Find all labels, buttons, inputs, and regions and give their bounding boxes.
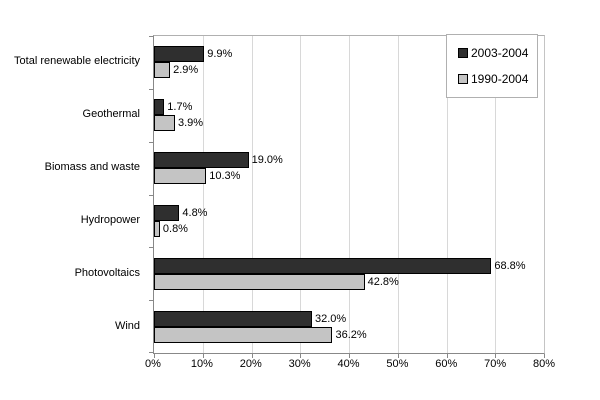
x-axis-tick bbox=[251, 354, 253, 358]
bar-value-label: 36.2% bbox=[335, 328, 367, 341]
category-label: Photovoltaics bbox=[74, 266, 140, 279]
category-label: Biomass and waste bbox=[44, 161, 140, 174]
bar-2003-2004 bbox=[154, 204, 180, 221]
x-axis-tick bbox=[300, 354, 302, 358]
bar-2003-2004 bbox=[154, 310, 312, 327]
gridline bbox=[397, 36, 399, 353]
legend-label: 2003-2004 bbox=[471, 46, 529, 61]
bar-line: 0.8% bbox=[154, 220, 544, 237]
x-axis-tick bbox=[397, 354, 399, 358]
bar-value-label: 4.8% bbox=[182, 206, 208, 219]
bar-2003-2004 bbox=[154, 152, 249, 169]
legend-swatch-icon bbox=[458, 48, 468, 59]
bar-1990-2004 bbox=[154, 220, 160, 237]
bar-line: 2.9% bbox=[154, 62, 544, 79]
x-axis-label: 30% bbox=[288, 358, 311, 370]
bar-2003-2004 bbox=[154, 99, 165, 116]
bar-line: 9.9% bbox=[154, 46, 544, 63]
y-axis-tick bbox=[149, 194, 154, 196]
bar-line: 3.9% bbox=[154, 115, 544, 132]
bar-1990-2004 bbox=[154, 62, 171, 79]
bar-line: 36.2% bbox=[154, 326, 544, 343]
category-row: 1.7% 3.9% bbox=[154, 89, 544, 142]
bar-value-label: 68.8% bbox=[494, 259, 526, 272]
y-axis-tick bbox=[149, 352, 154, 353]
category-row: 32.0% 36.2% bbox=[154, 300, 544, 353]
category-row: 9.9% 2.9% bbox=[154, 36, 544, 89]
x-axis-label: 80% bbox=[532, 358, 556, 370]
x-axis-label: 20% bbox=[239, 358, 262, 370]
x-axis-label: 0% bbox=[145, 358, 161, 370]
bar-line: 68.8% bbox=[154, 257, 544, 274]
x-axis-tick bbox=[495, 354, 497, 358]
x-axis-tick bbox=[202, 354, 204, 358]
bar-value-label: 9.9% bbox=[207, 48, 233, 61]
bar-1990-2004 bbox=[154, 168, 207, 185]
category-row: 19.0% 10.3% bbox=[154, 142, 544, 195]
legend: 2003-2004 1990-2004 bbox=[446, 34, 538, 98]
y-axis-tick bbox=[149, 36, 154, 37]
bar-2003-2004 bbox=[154, 257, 492, 274]
bar-value-label: 1.7% bbox=[167, 101, 193, 114]
bar-value-label: 0.8% bbox=[162, 222, 188, 235]
x-axis-tick bbox=[544, 354, 545, 358]
x-axis-label: 50% bbox=[386, 358, 409, 370]
bar-line: 10.3% bbox=[154, 168, 544, 185]
category-row: 68.8% 42.8% bbox=[154, 247, 544, 300]
y-axis-tick bbox=[149, 247, 154, 249]
bar-value-label: 10.3% bbox=[209, 170, 241, 183]
bar-value-label: 3.9% bbox=[178, 117, 204, 130]
gridline bbox=[446, 36, 448, 353]
plot-area: 9.9% 2.9% 1.7% 3.9% 19.0% 10.3% 4.8% 0.8% 68.8% 4… bbox=[149, 35, 545, 358]
gridline bbox=[251, 36, 253, 353]
x-axis-tick bbox=[446, 354, 448, 358]
x-axis-tick bbox=[154, 354, 155, 358]
y-axis-tick bbox=[149, 88, 154, 90]
bar-2003-2004 bbox=[154, 46, 205, 63]
legend-label: 1990-2004 bbox=[471, 71, 529, 86]
bar-line: 32.0% bbox=[154, 310, 544, 327]
x-axis-tick bbox=[349, 354, 350, 358]
bar-line: 19.0% bbox=[154, 152, 544, 169]
category-label: Hydropower bbox=[80, 213, 140, 226]
category-axis-labels: Total renewable electricity Geothermal Bio… bbox=[0, 35, 146, 352]
x-axis-label: 40% bbox=[337, 358, 360, 370]
bar-1990-2004 bbox=[154, 326, 333, 343]
bar-1990-2004 bbox=[154, 115, 175, 132]
legend-swatch-icon bbox=[458, 73, 468, 84]
bar-line: 42.8% bbox=[154, 273, 544, 290]
y-axis-tick bbox=[149, 141, 154, 143]
category-row: 4.8% 0.8% bbox=[154, 195, 544, 248]
legend-entry: 1990-2004 bbox=[458, 72, 537, 86]
bar-value-label: 42.8% bbox=[367, 275, 399, 288]
bar-value-label: 2.9% bbox=[173, 64, 199, 77]
category-label: Geothermal bbox=[82, 108, 140, 121]
x-axis-label: 60% bbox=[435, 358, 458, 370]
category-label: Wind bbox=[114, 319, 140, 332]
legend-entry: 2003-2004 bbox=[458, 46, 537, 60]
bar-value-label: 19.0% bbox=[251, 154, 283, 167]
category-label: Total renewable electricity bbox=[14, 55, 140, 68]
gridline bbox=[300, 36, 302, 353]
y-axis-tick bbox=[149, 300, 154, 302]
gridline bbox=[349, 36, 350, 353]
x-axis-label: 10% bbox=[190, 358, 213, 370]
x-axis-label: 70% bbox=[484, 358, 507, 370]
gridline bbox=[495, 36, 497, 353]
bar-1990-2004 bbox=[154, 273, 365, 290]
bar-value-label: 32.0% bbox=[315, 312, 347, 325]
percent-axis-labels: 0% 10% 20% 30% 40% 50% 60% 70% 80% bbox=[145, 358, 555, 372]
bar-line: 4.8% bbox=[154, 204, 544, 221]
gridline bbox=[202, 36, 204, 353]
bar-line: 1.7% bbox=[154, 99, 544, 116]
